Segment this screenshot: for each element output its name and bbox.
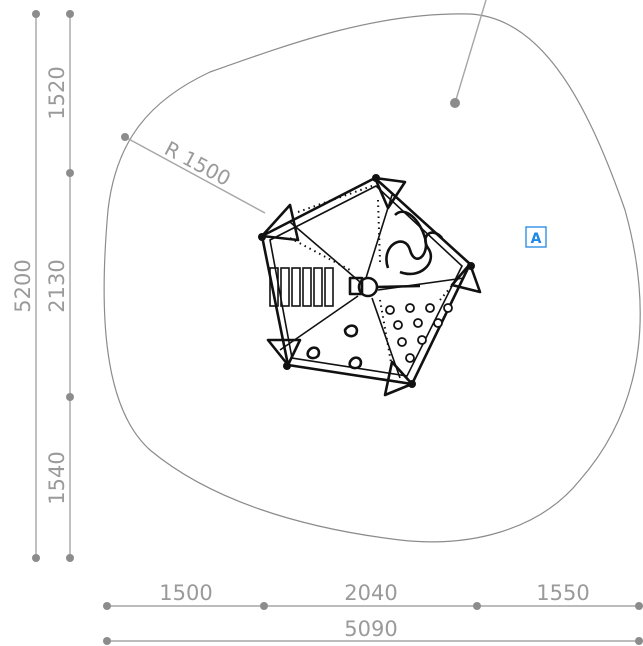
horizontal-seg-dot-0 [103, 602, 111, 610]
horizontal-seg-dot-3 [635, 602, 643, 610]
horizontal-seg-dot-2 [473, 602, 481, 610]
vertical-segment-label-2: 2130 [45, 259, 69, 312]
section-marker-label: A [531, 231, 542, 247]
section-marker-box [525, 226, 547, 248]
horizontal-seg-dot-1 [260, 602, 268, 610]
vertical-total-dot-top [32, 10, 40, 18]
horizontal-segment-label-1: 1500 [159, 581, 212, 605]
horizontal-total-dot-right [635, 637, 643, 645]
vertical-seg-dot-2 [66, 393, 74, 401]
horizontal-segment-label-3: 1550 [536, 581, 589, 605]
vertical-segment-label-3: 1540 [45, 451, 69, 504]
callout-leader-dot [450, 98, 460, 108]
vertical-seg-dot-0 [66, 10, 74, 18]
horizontal-segment-label-2: 2040 [344, 581, 397, 605]
safety-zone-outline [103, 13, 641, 543]
vertical-segment-label-1: 1520 [45, 66, 69, 119]
radius-label: R 1500 [161, 136, 235, 191]
play-equipment [258, 174, 482, 397]
vertical-total-label: 5200 [11, 259, 35, 312]
vertical-total-dot-bottom [32, 554, 40, 562]
horizontal-total-label: 5090 [344, 617, 397, 641]
vertical-seg-dot-3 [66, 554, 74, 562]
horizontal-total-dot-left [103, 637, 111, 645]
radius-leader-dot [121, 133, 129, 141]
callout-leader [454, 0, 487, 104]
vertical-seg-dot-1 [66, 169, 74, 177]
radius-leader [124, 136, 266, 214]
